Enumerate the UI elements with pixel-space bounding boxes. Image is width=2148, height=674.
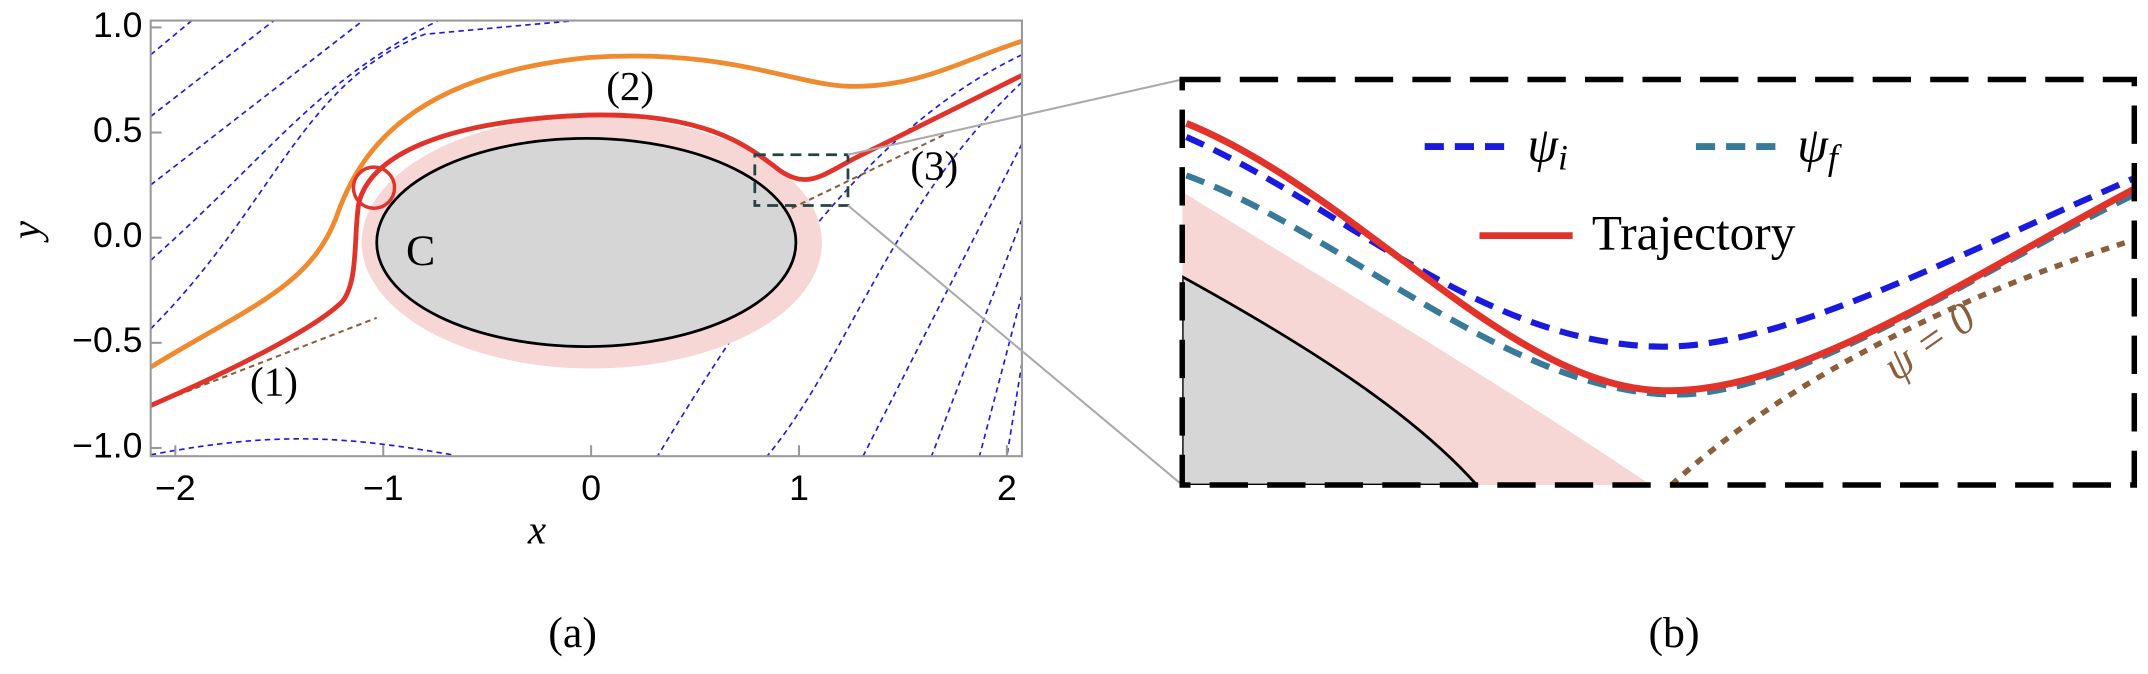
trajectory [1185, 120, 2135, 395]
psi-zero [1669, 237, 2135, 485]
panel-a: −2 −1 0 1 2 −1.0 −0.5 0.0 0.5 1.0 (1) (2) (3) C x… [3, 5, 1023, 657]
annotation: (2) [606, 63, 654, 109]
x-tick-label: 2 [997, 468, 1017, 508]
x-tick-label: 1 [789, 468, 809, 508]
caption: (b) [1648, 609, 1699, 657]
obstacle [375, 136, 798, 348]
red-trajectory [150, 73, 1022, 408]
x-axis-label: x [527, 507, 546, 553]
legend-label: ψi [1527, 118, 1568, 178]
connector [847, 204, 1183, 486]
x-tick-label: −2 [155, 468, 196, 508]
connector [847, 78, 1183, 156]
contours [150, 20, 1022, 457]
y-tick-label: −0.5 [72, 320, 142, 360]
zoom-box [753, 153, 850, 207]
annotation: C [406, 227, 435, 275]
circle-c [351, 165, 397, 210]
legend-label: ψf [1797, 118, 1842, 178]
annotation: ψ = 0 [1874, 293, 1984, 390]
panel-b: ψi ψf Trajectory ψ = 0 (b) [1179, 76, 2138, 657]
y-tick-label: 0.5 [93, 110, 143, 150]
obstacle [1182, 275, 1479, 485]
psi-i [1185, 134, 2135, 350]
y-tick-label: 1.0 [93, 5, 143, 45]
y-axis-label: y [3, 220, 49, 243]
x-tick-label: −1 [363, 468, 404, 508]
x-tick-label: 0 [581, 468, 601, 508]
legend-label: Trajectory [1592, 206, 1796, 261]
caption: (a) [548, 609, 597, 657]
annotation: (3) [910, 142, 958, 188]
annotation: (1) [250, 359, 298, 405]
orange-trajectory [150, 38, 1022, 370]
ticks: −2 −1 0 1 2 −1.0 −0.5 0.0 0.5 1.0 [72, 5, 1017, 508]
y-tick-label: −1.0 [72, 425, 142, 465]
y-tick-label: 0.0 [93, 215, 143, 255]
